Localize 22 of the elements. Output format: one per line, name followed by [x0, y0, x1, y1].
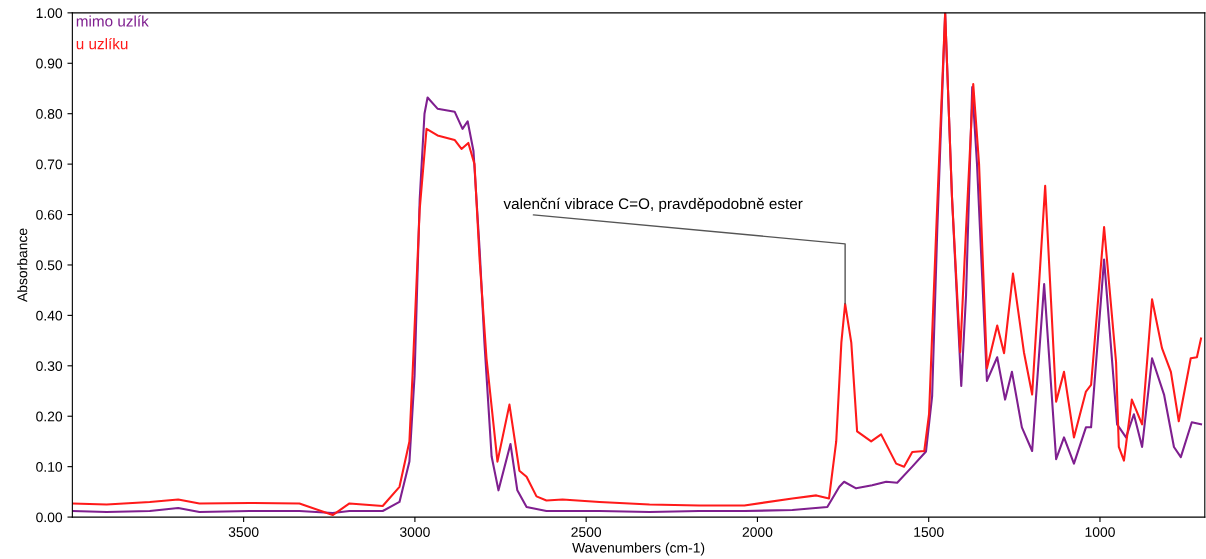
text: mimo uzlík: [76, 15, 149, 27]
annotation: valenční vibrace C=O, pravděpodobně ester: [503, 197, 803, 213]
y-tick-label: 0.40: [36, 310, 63, 321]
x-tick-label: 2000: [742, 527, 773, 537]
x-tick-label: 3000: [399, 527, 430, 537]
x-tick-label: 1500: [914, 527, 944, 537]
y-tick-label: 0.90: [36, 58, 63, 69]
y-tick-label: 0.60: [36, 209, 63, 220]
y-tick-label: 0.10: [36, 461, 63, 472]
x-axis-title: Wavenumbers (cm-1): [572, 542, 705, 556]
y-tick-label: 0.70: [36, 159, 63, 170]
y-tick-label: 0.00: [36, 512, 63, 523]
y-tick-label: 0.50: [36, 260, 63, 271]
x-tick-label: 1000: [1085, 527, 1115, 537]
y-tick-label: 1.00: [36, 8, 63, 19]
y-tick-label: 0.30: [36, 361, 63, 371]
y-axis-title: Absorbance: [17, 228, 28, 302]
x-tick-label: 2500: [571, 527, 602, 537]
y-tick-label: 0.80: [36, 109, 63, 119]
y-tick-label: 0.20: [36, 411, 63, 422]
text: u uzlíku: [76, 37, 128, 50]
x-tick-label: 3500: [228, 527, 259, 537]
